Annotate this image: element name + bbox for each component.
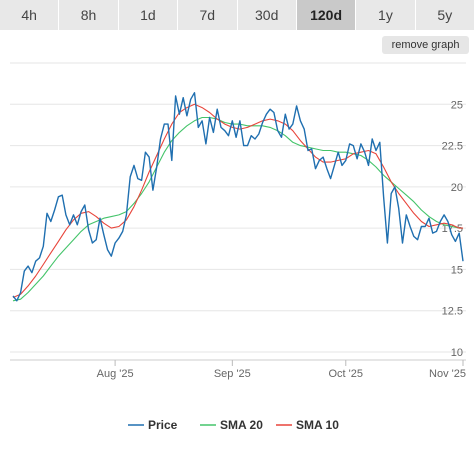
tab-30d[interactable]: 30d [237, 0, 297, 30]
y-tick-label: 25 [451, 99, 463, 111]
x-axis-ticks: Aug '25 Sep '25 Oct '25 Nov '25 [10, 359, 466, 380]
legend-label[interactable]: SMA 10 [296, 418, 339, 432]
grid-lines [10, 62, 466, 353]
x-tick-label: Nov '25 [429, 368, 466, 380]
tab-1y[interactable]: 1y [356, 0, 416, 30]
price-chart: 10 12.5 15 17.5 20 22.5 25 Aug '25 Sep '25 Oct '… [10, 62, 466, 432]
tab-7d[interactable]: 7d [178, 0, 238, 30]
legend-label[interactable]: SMA 20 [220, 418, 263, 432]
tab-1d[interactable]: 1d [118, 0, 179, 30]
y-tick-label: 20 [451, 182, 463, 194]
series-line-price [12, 92, 464, 302]
tab-5y[interactable]: 5y [415, 0, 474, 30]
x-tick-label: Oct '25 [329, 368, 364, 380]
y-tick-label: 22.5 [442, 141, 463, 153]
legend: Price SMA 20 SMA 10 [128, 418, 339, 432]
x-tick-label: Sep '25 [214, 368, 251, 380]
series-line-sma-10 [12, 103, 463, 299]
timeframe-tabs: 4h 8h 1d 7d 30d 120d 1y 5y [0, 0, 474, 30]
y-tick-label: 12.5 [442, 306, 463, 318]
tab-4h[interactable]: 4h [0, 0, 60, 30]
y-tick-label: 15 [451, 264, 463, 276]
y-axis-ticks: 10 12.5 15 17.5 20 22.5 25 [442, 99, 463, 359]
legend-label[interactable]: Price [148, 418, 178, 432]
tab-8h[interactable]: 8h [59, 0, 119, 30]
y-tick-label: 17.5 [442, 223, 463, 235]
y-tick-label: 10 [451, 347, 463, 359]
x-tick-label: Aug '25 [97, 368, 134, 380]
remove-graph-button[interactable]: remove graph [382, 36, 469, 54]
tab-120d[interactable]: 120d [296, 0, 357, 30]
series-line-sma-20 [12, 116, 463, 302]
series-lines [12, 92, 464, 302]
